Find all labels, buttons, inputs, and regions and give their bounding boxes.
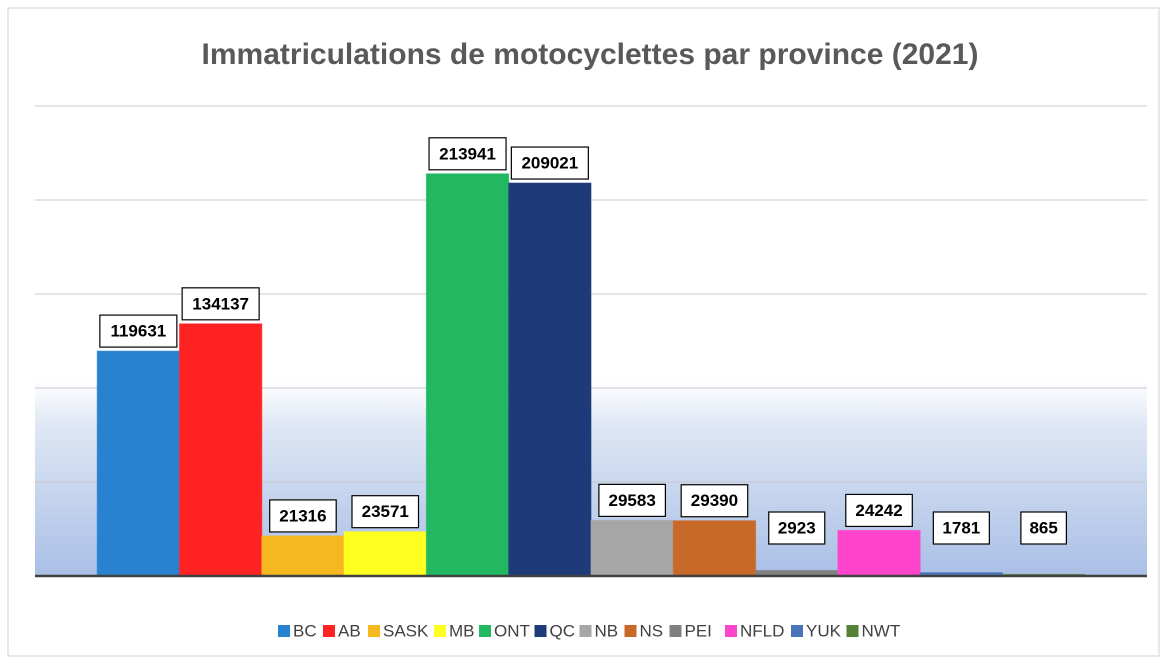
bar — [590, 519, 674, 577]
legend-label: SASK — [383, 621, 429, 640]
chart-title: Immatriculations de motocyclettes par pr… — [202, 38, 979, 71]
data-label-box — [680, 484, 749, 518]
data-label-box — [932, 511, 990, 545]
bar — [179, 323, 263, 577]
legend-swatch — [624, 625, 637, 637]
data-label-box — [845, 493, 913, 528]
legend-swatch — [434, 625, 446, 637]
legend-label: NB — [595, 621, 619, 640]
data-label-box — [510, 146, 589, 180]
bar — [508, 182, 592, 577]
data-label-box — [428, 137, 507, 171]
data-label-box — [598, 483, 667, 517]
data-label: 21316 — [279, 506, 326, 525]
legend-label: NS — [640, 621, 664, 640]
data-label: 209021 — [521, 154, 578, 173]
legend-label: BC — [293, 621, 317, 640]
data-label-box — [768, 511, 826, 545]
bar — [837, 529, 921, 577]
legend-label: QC — [550, 621, 576, 640]
legend-label: NWT — [862, 621, 901, 640]
legend-label: PEI — [685, 621, 712, 640]
data-label: 23571 — [362, 502, 409, 521]
data-label: 1781 — [942, 518, 980, 537]
data-label: 29583 — [609, 491, 656, 510]
data-label-box — [351, 495, 420, 529]
data-label-box — [181, 287, 260, 321]
data-label: 865 — [1029, 518, 1057, 537]
bar — [343, 531, 427, 577]
legend-label: YUK — [806, 621, 842, 640]
legend-swatch — [846, 625, 859, 637]
legend-swatch — [323, 625, 335, 637]
bar — [261, 535, 345, 577]
data-label: 2923 — [778, 518, 816, 537]
data-label-box — [1020, 511, 1068, 545]
legend-swatch — [479, 625, 491, 637]
data-label: 134137 — [192, 294, 249, 313]
data-label: 29390 — [691, 491, 738, 510]
data-label-box — [269, 499, 337, 533]
legend-swatch — [725, 625, 737, 637]
bar — [672, 520, 757, 577]
legend-swatch — [791, 625, 803, 637]
legend-swatch — [368, 625, 380, 637]
data-label: 24242 — [855, 501, 902, 520]
legend-swatch — [534, 625, 547, 637]
legend-swatch — [278, 625, 290, 637]
bar — [96, 350, 180, 577]
legend-label: AB — [338, 621, 361, 640]
legend-label: ONT — [494, 621, 530, 640]
legend-label: MB — [449, 621, 475, 640]
bar — [425, 173, 510, 577]
legend-swatch — [669, 625, 682, 637]
data-label-box — [99, 314, 178, 348]
legend-label: NFLD — [740, 621, 784, 640]
legend-swatch — [579, 625, 592, 637]
data-label: 213941 — [439, 144, 496, 163]
data-label: 119631 — [110, 322, 166, 341]
